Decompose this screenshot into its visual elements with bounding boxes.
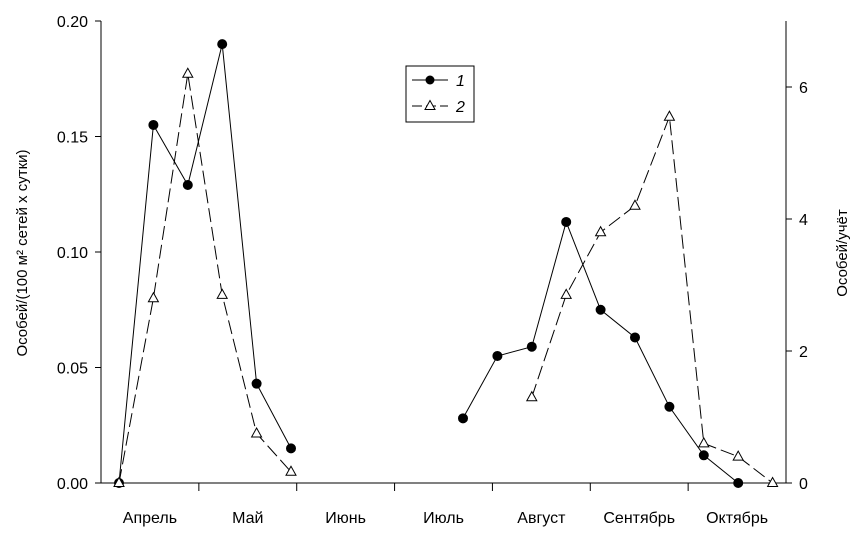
right-axis: 0 2 4 6	[786, 80, 808, 493]
series-2-point	[594, 225, 607, 237]
legend-label-2: 2	[455, 99, 465, 116]
left-axis-tick-label: 0.05	[57, 361, 88, 378]
right-axis-tick-label: 6	[799, 80, 808, 97]
legend-marker-2	[424, 99, 436, 110]
x-axis-month-label: Май	[232, 510, 263, 527]
series-2-point	[216, 288, 229, 299]
series-1-point	[492, 350, 503, 361]
series-1-line	[462, 220, 739, 484]
series-1-point	[526, 341, 537, 352]
y-axis-left-title: Особей/(100 м² сетей х сутки)	[14, 149, 31, 356]
x-axis-month-label: Июль	[423, 510, 464, 527]
x-axis-month-label: Апрель	[123, 510, 177, 527]
right-axis-tick-label: 2	[799, 344, 808, 361]
left-axis-tick-label: 0.20	[57, 14, 88, 31]
series-1-point	[733, 478, 744, 488]
series-1-point	[595, 304, 606, 315]
right-axis-tick-label: 4	[799, 212, 808, 229]
right-axis-tick-label: 0	[799, 476, 808, 493]
series-2-point	[285, 465, 297, 476]
series-1-point	[458, 413, 468, 424]
series-1-point	[664, 401, 675, 412]
legend: 12	[405, 65, 475, 123]
series-2-point	[663, 110, 676, 121]
series-2-point	[766, 476, 779, 487]
legend-box	[405, 65, 475, 123]
legend-marker-1	[425, 75, 435, 85]
x-axis: Апрель Май Июнь Июль Август Сентябрь Октябрь	[123, 483, 768, 527]
series-1-line	[118, 43, 292, 484]
left-axis-tick-label: 0.00	[57, 476, 88, 493]
left-axis-tick-label: 0.15	[57, 130, 88, 147]
series-2-point	[250, 426, 263, 438]
series-2-line	[531, 116, 773, 484]
legend-label-1: 1	[456, 73, 465, 90]
series-1-point	[286, 443, 296, 454]
series-1-point	[698, 450, 709, 461]
series-2-point	[525, 390, 538, 402]
series-2-point	[560, 288, 573, 299]
series-2-line	[118, 73, 292, 484]
series-1-point	[561, 216, 572, 227]
y-axis-right-title: Особей/учёт	[834, 209, 851, 297]
series-2-point	[629, 199, 641, 210]
series-2-point	[732, 450, 745, 461]
series-1-point	[251, 378, 262, 389]
series-2-point	[147, 291, 160, 303]
series-2-point	[181, 67, 194, 78]
left-axis: 0.00 0.05 0.10 0.15 0.20	[57, 14, 101, 493]
series-2-point	[697, 436, 710, 448]
series-2-point	[113, 476, 125, 487]
series-1-point	[630, 332, 640, 343]
series-1-point	[217, 39, 228, 50]
x-axis-month-label: Июнь	[325, 510, 366, 527]
x-axis-month-label: Август	[517, 510, 566, 527]
series-1-point	[148, 119, 159, 130]
series-layer	[113, 39, 779, 488]
left-axis-tick-label: 0.10	[57, 245, 88, 262]
x-axis-month-label: Октябрь	[706, 510, 768, 527]
series-1-point	[182, 180, 193, 191]
x-axis-month-label: Сентябрь	[603, 510, 675, 527]
